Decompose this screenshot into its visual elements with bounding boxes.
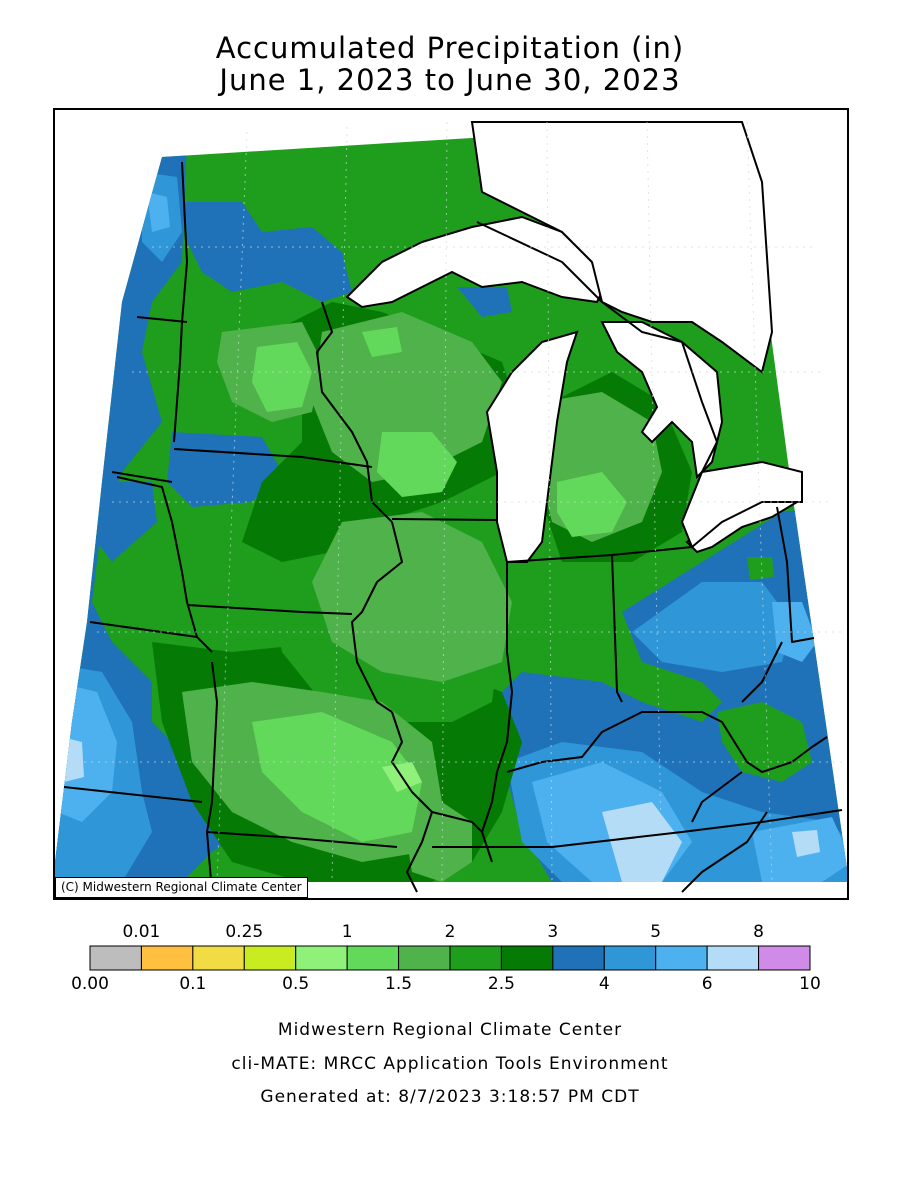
legend-bottom-label: 4 (598, 974, 610, 994)
legend-swatch-0 (89, 945, 142, 971)
footer-organization: Midwestern Regional Climate Center (277, 1020, 623, 1040)
precip-band-2-ohio-patch (747, 557, 774, 580)
precip-band-6-east (792, 830, 820, 857)
border-ia-il (351, 521, 403, 713)
legend-top-label: 5 (650, 922, 662, 942)
legend-bottom-label: 0.00 (71, 974, 109, 994)
legend-color-bar (89, 945, 811, 971)
border-il-in (496, 562, 513, 773)
legend-bottom-label: 1.5 (385, 974, 413, 994)
legend-swatch-8 (500, 945, 554, 971)
legend-swatch-9 (552, 945, 605, 971)
precip-band-2-wv (717, 702, 812, 782)
graticule (77, 121, 847, 883)
border-in-mi (506, 554, 613, 563)
border-ne-ks (89, 621, 198, 638)
precip-band-3-north (182, 202, 352, 302)
precip-band-1-missouri (252, 712, 422, 842)
precip-band-1-michigan (557, 472, 627, 537)
legend-swatch-13 (758, 945, 811, 971)
border-mo-ar (206, 831, 398, 848)
border-in-ky (481, 771, 498, 833)
precip-band-5-east-oh (772, 602, 817, 662)
border-ia-mo (186, 604, 353, 615)
map-subtitle-date-range: June 1, 2023 to June 30, 2023 (219, 63, 681, 97)
legend-top-label: 0.01 (122, 922, 161, 942)
legend-bottom-label: 10 (799, 974, 821, 994)
border-ky-wv (691, 771, 743, 823)
legend-top-label: 0.25 (225, 922, 264, 942)
precip-band-3-north-east (457, 287, 512, 317)
border-mo-ks (206, 661, 218, 893)
legend-swatch-4 (295, 945, 348, 971)
legend-swatch-7 (449, 945, 502, 971)
precip-band-1-wisconsin (377, 432, 457, 497)
border-ky-tn (432, 809, 843, 848)
precip-band-6-kentucky (602, 802, 682, 882)
precipitation-map: (C) Midwestern Regional Climate Center (53, 108, 849, 900)
precip-band-1-5-wisconsin (312, 312, 502, 482)
border-mi-wi-up (476, 221, 603, 303)
lake-superior (345, 215, 604, 309)
precip-band-5-northwest (147, 192, 170, 232)
legend-top-label: 8 (753, 922, 764, 942)
precip-band-1-5-illinois (312, 512, 512, 682)
legend-swatch-10 (603, 945, 657, 971)
border-mn-ia (173, 448, 373, 468)
border-in-oh (611, 554, 623, 703)
border-mn-wi (316, 301, 393, 523)
legend-bottom-label: 6 (701, 974, 713, 994)
color-legend: 0.01 0.25 1 2 3 5 8 0.00 0.1 0.5 1.5 2.5 4 6 10 (0, 918, 900, 1008)
legend-top-label: 2 (444, 922, 456, 942)
legend-swatch-1 (140, 945, 194, 971)
border-nd-sd (136, 316, 188, 323)
legend-swatch-6 (398, 945, 451, 971)
legend-swatch-11 (655, 945, 708, 971)
lake-michigan (485, 330, 579, 563)
border-il-ky (431, 811, 493, 863)
legend-swatch-2 (192, 945, 245, 971)
legend-top-label: 3 (547, 922, 559, 942)
legend-bottom-label: 2.5 (487, 974, 515, 994)
border-ks-ok (63, 786, 203, 803)
border-ky-va (681, 811, 768, 893)
copyright-label: (C) Midwestern Regional Climate Center (55, 877, 308, 898)
border-oh-pa (776, 506, 815, 643)
precip-band-6-southwest (62, 737, 84, 782)
legend-swatch-5 (346, 945, 400, 971)
precip-band-4-east (632, 582, 792, 672)
footer-tool-name: cli-MATE: MRCC Application Tools Environ… (231, 1054, 669, 1074)
border-wi-il (391, 518, 498, 521)
footer-generated-timestamp: Generated at: 8/7/2023 3:18:57 PM CDT (260, 1087, 640, 1107)
lake-huron (600, 321, 724, 480)
legend-bottom-label: 0.5 (282, 974, 310, 994)
precip-band-1-5-south-il (402, 802, 472, 882)
map-title: Accumulated Precipitation (in) (215, 31, 685, 65)
legend-bottom-label: 0.1 (179, 974, 207, 994)
legend-swatch-12 (706, 945, 760, 971)
legend-swatch-3 (243, 945, 297, 971)
precip-band-1-upper (362, 327, 402, 357)
precip-band-1-minnesota (252, 342, 312, 412)
border-sd-ne (111, 471, 173, 483)
border-oh-wv (741, 641, 783, 703)
legend-top-label: 1 (341, 922, 353, 942)
border-mo-il (391, 711, 433, 893)
border-mi-oh (611, 546, 693, 556)
canada-ontario-land (680, 460, 803, 549)
